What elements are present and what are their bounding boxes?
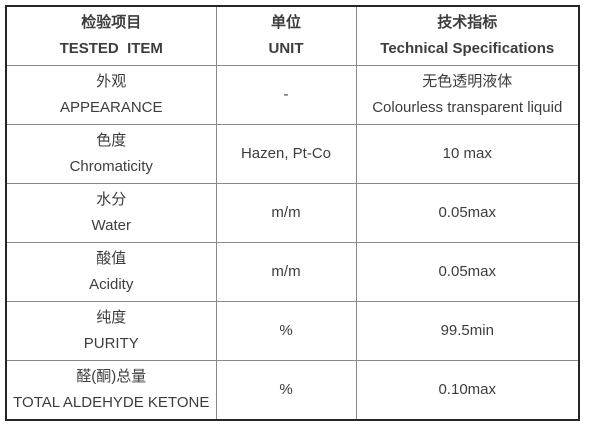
item-zh: 色度: [96, 132, 127, 149]
spec-value: 99.5min: [440, 322, 494, 339]
unit-value: %: [279, 322, 293, 339]
cell-spec-water: 0.05max: [355, 183, 580, 243]
unit-value: %: [279, 381, 293, 398]
cell-item-chromaticity: 色度 Chromaticity: [5, 124, 217, 184]
header-unit-en: UNIT: [268, 40, 304, 57]
spec-value: 10 max: [442, 145, 492, 162]
header-spec-en: Technical Specifications: [380, 40, 555, 57]
cell-spec-acidity: 0.05max: [355, 242, 580, 302]
header-unit: 单位 UNIT: [215, 5, 357, 66]
cell-spec-chromaticity: 10 max: [355, 124, 580, 184]
item-en: APPEARANCE: [59, 99, 163, 116]
spec-value: 0.05max: [438, 263, 497, 280]
cell-item-appearance: 外观 APPEARANCE: [5, 65, 217, 125]
item-zh: 醛(酮)总量: [76, 368, 147, 385]
item-zh: 外观: [96, 73, 127, 90]
header-tested-item-en: TESTED ITEM: [59, 40, 163, 57]
header-unit-zh: 单位: [270, 14, 301, 31]
item-en: Water: [91, 217, 131, 234]
spec-zh: 无色透明液体: [422, 73, 513, 90]
item-en: Acidity: [89, 276, 134, 293]
table-row-water: 水分 Water m/m 0.05max: [5, 183, 580, 243]
cell-spec-total-aldehyde-ketone: 0.10max: [355, 360, 580, 421]
specification-table: 检验项目 TESTED ITEM 单位 UNIT 技术指标 Technical …: [5, 5, 580, 421]
header-tested-item: 检验项目 TESTED ITEM: [5, 5, 217, 66]
unit-value: m/m: [271, 204, 301, 221]
cell-unit-purity: %: [215, 301, 357, 361]
cell-unit-acidity: m/m: [215, 242, 357, 302]
header-tested-item-zh: 检验项目: [81, 14, 142, 31]
cell-unit-appearance: -: [215, 65, 357, 125]
table-header-row: 检验项目 TESTED ITEM 单位 UNIT 技术指标 Technical …: [5, 5, 580, 66]
table-row-appearance: 外观 APPEARANCE - 无色透明液体 Colourless transp…: [5, 65, 580, 125]
cell-unit-chromaticity: Hazen, Pt-Co: [215, 124, 357, 184]
item-en: TOTAL ALDEHYDE KETONE: [13, 394, 210, 411]
spec-value: 0.05max: [438, 204, 497, 221]
cell-item-water: 水分 Water: [5, 183, 217, 243]
item-zh: 纯度: [96, 309, 127, 326]
cell-item-acidity: 酸值 Acidity: [5, 242, 217, 302]
spec-value: 0.10max: [438, 381, 497, 398]
item-zh: 酸值: [96, 250, 127, 267]
cell-spec-appearance: 无色透明液体 Colourless transparent liquid: [355, 65, 580, 125]
table-row-total-aldehyde-ketone: 醛(酮)总量 TOTAL ALDEHYDE KETONE % 0.10max: [5, 360, 580, 421]
item-en: Chromaticity: [69, 158, 153, 175]
cell-unit-water: m/m: [215, 183, 357, 243]
item-en: PURITY: [83, 335, 139, 352]
unit-value: m/m: [271, 263, 301, 280]
unit-value: -: [283, 86, 289, 103]
header-spec-zh: 技术指标: [437, 14, 498, 31]
unit-value: Hazen, Pt-Co: [240, 145, 332, 162]
cell-item-purity: 纯度 PURITY: [5, 301, 217, 361]
cell-unit-total-aldehyde-ketone: %: [215, 360, 357, 421]
table-row-chromaticity: 色度 Chromaticity Hazen, Pt-Co 10 max: [5, 124, 580, 184]
table-row-purity: 纯度 PURITY % 99.5min: [5, 301, 580, 361]
cell-spec-purity: 99.5min: [355, 301, 580, 361]
spec-en: Colourless transparent liquid: [372, 99, 563, 116]
table-row-acidity: 酸值 Acidity m/m 0.05max: [5, 242, 580, 302]
header-technical-specifications: 技术指标 Technical Specifications: [355, 5, 580, 66]
cell-item-total-aldehyde-ketone: 醛(酮)总量 TOTAL ALDEHYDE KETONE: [5, 360, 217, 421]
item-zh: 水分: [96, 191, 127, 208]
